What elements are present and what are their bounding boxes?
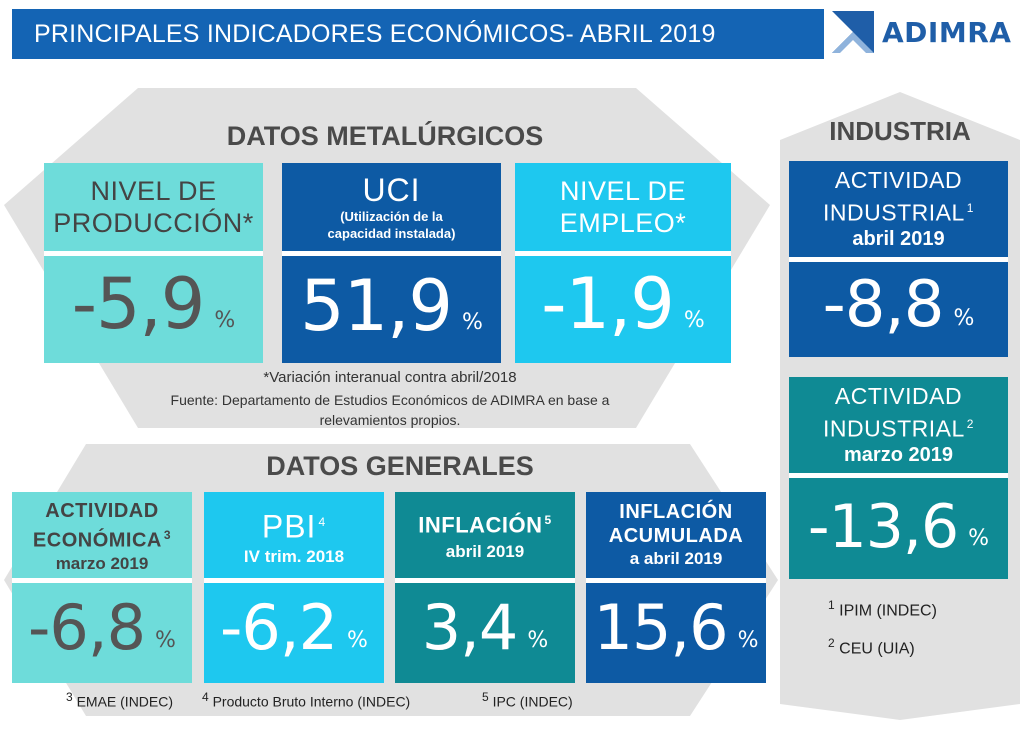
industria-title: INDUSTRIA: [829, 116, 971, 146]
logo: ADIMRA: [832, 6, 1022, 58]
generales-title: DATOS GENERALES: [266, 451, 534, 481]
tile-unit: %: [155, 628, 176, 653]
tile-inflacion: INFLACIÓN 5 abril 2019 3,4 %: [395, 492, 575, 683]
tile-uci: UCI (Utilización de la capacidad instala…: [282, 163, 501, 363]
page-title: PRINCIPALES INDICADORES ECONÓMICOS- ABRI…: [34, 19, 716, 48]
footnote-emae: 3 EMAE (INDEC): [66, 690, 174, 710]
tile-unit: %: [347, 628, 368, 653]
tile-subtitle: abril 2019: [852, 228, 945, 251]
tile-value: -8,8: [822, 268, 945, 342]
tile-value: -1,9: [541, 263, 675, 345]
tile-title-line: ACTIVIDAD: [834, 382, 963, 409]
metalurgicos-note: *Variación interanual contra abril/2018: [263, 369, 517, 386]
tile-subtitle: marzo 2019: [55, 553, 149, 573]
tile-title-line: NIVEL DE: [559, 176, 687, 206]
metalurgicos-title: DATOS METALÚRGICOS: [226, 121, 544, 151]
tile-title-line: INDUSTRIAL: [823, 415, 965, 442]
tile-actividad-economica: ACTIVIDAD ECONÓMICA 3 marzo 2019 -6,8 %: [12, 492, 192, 683]
adimra-logo-icon: [832, 11, 874, 53]
generales-panel-shape: [4, 444, 778, 716]
footnote-ceu: 2 CEU (UIA): [828, 636, 915, 658]
tile-title-line: ACTIVIDAD: [45, 500, 159, 523]
tile-value: -13,6: [807, 492, 959, 562]
tile-actividad-industrial-abril: ACTIVIDAD INDUSTRIAL 1 abril 2019 -8,8 %: [789, 161, 1008, 357]
tile-title-line: PBI: [261, 508, 317, 545]
tile-title-line: ACUMULADA: [608, 525, 744, 547]
tile-unit: %: [968, 526, 990, 551]
footnote-pbi: 4 Producto Bruto Interno (INDEC): [202, 690, 411, 710]
tile-subtitle-line: capacidad instalada): [327, 226, 456, 241]
tile-title-line: ECONÓMICA: [32, 529, 162, 552]
metalurgicos-source-line: Fuente: Departamento de Estudios Económi…: [170, 392, 610, 408]
tile-value: -5,9: [71, 263, 206, 345]
tile-unit: %: [461, 310, 483, 335]
footnote-ref: 1: [966, 200, 974, 215]
tile-unit: %: [683, 308, 705, 333]
tile-value: 15,6: [593, 591, 729, 664]
tile-pbi: PBI 4 IV trim. 2018 -6,2 %: [204, 492, 384, 683]
footnote-ipim: 1 IPIM (INDEC): [828, 598, 937, 620]
footnote-ref: 5: [544, 513, 552, 528]
tile-value: 51,9: [300, 265, 453, 347]
logo-text: ADIMRA: [882, 15, 1012, 49]
tile-actividad-industrial-marzo: ACTIVIDAD INDUSTRIAL 2 marzo 2019 -13,6 %: [789, 377, 1008, 579]
tile-title-line: INDUSTRIAL: [823, 199, 965, 226]
tile-title-line: PRODUCCIÓN*: [53, 208, 254, 238]
tile-title-line: UCI: [362, 172, 421, 208]
tile-subtitle: marzo 2019: [844, 444, 953, 467]
metalurgicos-source-line: relevamientos propios.: [319, 412, 461, 428]
tile-unit: %: [953, 306, 975, 331]
footnote-ipc: 5 IPC (INDEC): [482, 690, 573, 710]
tile-subtitle: abril 2019: [445, 541, 525, 561]
tile-inflacion-acumulada: INFLACIÓN ACUMULADA a abril 2019 15,6 %: [586, 492, 766, 683]
tile-title-line: EMPLEO*: [559, 208, 687, 238]
tile-nivel-empleo: NIVEL DE EMPLEO* -1,9 %: [515, 163, 731, 363]
tile-unit: %: [737, 628, 759, 653]
tile-subtitle: a abril 2019: [629, 549, 723, 568]
tile-unit: %: [214, 308, 236, 333]
tile-unit: %: [527, 628, 549, 653]
footnote-ref: 3: [163, 528, 172, 543]
tile-subtitle: IV trim. 2018: [243, 547, 345, 567]
tile-subtitle-line: (Utilización de la: [340, 209, 443, 224]
page-title-bar: PRINCIPALES INDICADORES ECONÓMICOS- ABRI…: [12, 9, 824, 59]
tile-value: -6,8: [28, 591, 146, 664]
footnote-ref: 2: [966, 416, 974, 431]
tile-title-line: NIVEL DE: [90, 176, 217, 206]
tile-title-line: INFLACIÓN: [418, 512, 543, 538]
tile-title-line: INFLACIÓN: [619, 501, 733, 523]
footnote-ref: 4: [318, 514, 327, 529]
tile-value: -6,2: [220, 591, 338, 664]
tile-nivel-produccion: NIVEL DE PRODUCCIÓN* -5,9 %: [44, 163, 263, 363]
tile-value: 3,4: [421, 591, 519, 664]
tile-title-line: ACTIVIDAD: [834, 166, 963, 193]
